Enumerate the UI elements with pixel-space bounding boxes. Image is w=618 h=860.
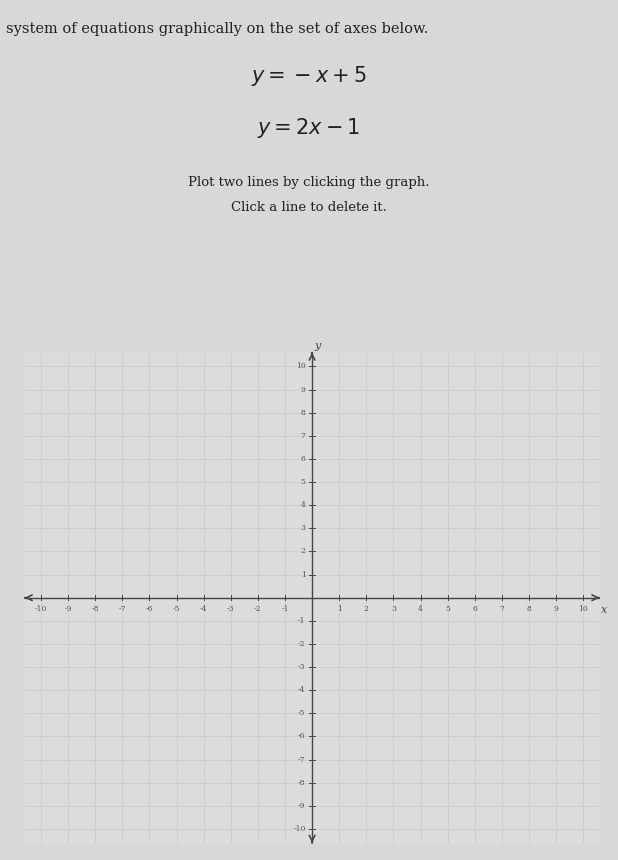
Text: 5: 5 [301, 478, 305, 486]
Text: 10: 10 [578, 605, 588, 612]
Text: -5: -5 [173, 605, 180, 612]
Text: -4: -4 [200, 605, 208, 612]
Text: -4: -4 [298, 686, 305, 694]
Text: -8: -8 [298, 778, 305, 787]
Text: $y = 2x - 1$: $y = 2x - 1$ [258, 116, 360, 140]
Text: 2: 2 [301, 548, 305, 556]
Text: 6: 6 [472, 605, 477, 612]
Text: Plot two lines by clicking the graph.: Plot two lines by clicking the graph. [188, 176, 430, 189]
Text: 1: 1 [337, 605, 342, 612]
Text: -7: -7 [119, 605, 126, 612]
Text: 2: 2 [364, 605, 369, 612]
Text: -8: -8 [91, 605, 99, 612]
Text: 6: 6 [301, 455, 305, 463]
Text: -10: -10 [293, 825, 305, 833]
Text: -1: -1 [281, 605, 289, 612]
Text: -3: -3 [227, 605, 235, 612]
Text: -9: -9 [64, 605, 72, 612]
Text: -3: -3 [298, 663, 305, 671]
Text: 9: 9 [554, 605, 559, 612]
Text: 7: 7 [499, 605, 504, 612]
Text: 7: 7 [301, 432, 305, 439]
Text: -1: -1 [298, 617, 305, 625]
Text: -10: -10 [35, 605, 47, 612]
Text: 10: 10 [296, 362, 305, 371]
Text: 9: 9 [301, 385, 305, 394]
Text: 8: 8 [527, 605, 531, 612]
Text: -7: -7 [298, 756, 305, 764]
Text: 8: 8 [301, 408, 305, 417]
Text: 4: 4 [418, 605, 423, 612]
Text: 5: 5 [445, 605, 450, 612]
Text: Click a line to delete it.: Click a line to delete it. [231, 201, 387, 214]
Text: $y = -x + 5$: $y = -x + 5$ [252, 64, 366, 89]
Text: -9: -9 [298, 802, 305, 810]
Text: -6: -6 [146, 605, 153, 612]
Text: y: y [315, 341, 321, 352]
Text: system of equations graphically on the set of axes below.: system of equations graphically on the s… [6, 22, 428, 35]
Text: 3: 3 [300, 525, 305, 532]
Text: -2: -2 [254, 605, 261, 612]
Text: 1: 1 [301, 570, 305, 579]
Text: -2: -2 [298, 640, 305, 648]
Text: 4: 4 [301, 501, 305, 509]
Text: -6: -6 [298, 733, 305, 740]
Text: 3: 3 [391, 605, 396, 612]
Text: -5: -5 [298, 710, 305, 717]
Text: x: x [601, 605, 607, 616]
